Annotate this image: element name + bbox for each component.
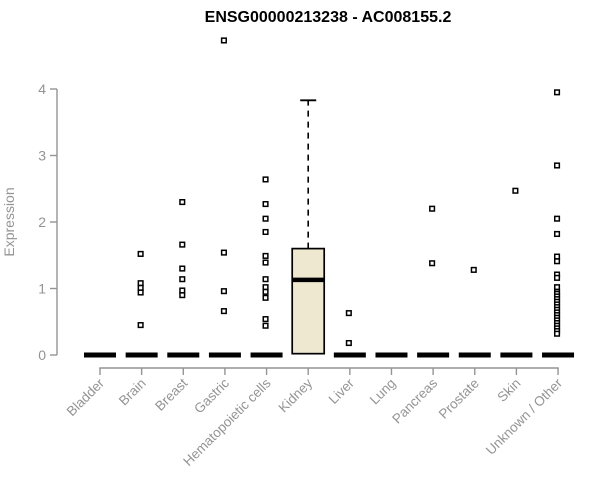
outlier-point (262, 322, 269, 329)
outlier-point (179, 292, 186, 299)
outlier-point (220, 37, 227, 44)
outlier-point (262, 259, 269, 266)
x-tick-label: Kidney (276, 375, 316, 415)
x-tick-label: Pancreas (389, 375, 440, 426)
outlier-point (470, 266, 477, 273)
outlier-point (179, 276, 186, 283)
outlier-point (512, 187, 519, 194)
outlier-point (262, 316, 269, 323)
outlier-point (553, 274, 561, 281)
outlier-point (179, 265, 186, 272)
x-tick-label: Skin (494, 376, 523, 405)
box (291, 247, 326, 355)
outlier-point (262, 176, 269, 183)
x-tick-label: Breast (152, 375, 190, 413)
outlier-point (345, 310, 352, 317)
y-tick-label: 0 (38, 347, 46, 363)
outlier-point (553, 258, 561, 265)
outlier-point (553, 215, 561, 222)
y-tick-label: 3 (38, 147, 46, 163)
outlier-point (262, 288, 269, 295)
median-bar (458, 352, 491, 358)
outlier-point (220, 249, 227, 256)
outlier-point (179, 199, 186, 206)
y-tick-label: 2 (38, 214, 46, 230)
x-tick-label: Lung (367, 376, 399, 408)
y-tick-label: 1 (38, 280, 46, 296)
y-axis-title: Expression (1, 187, 17, 256)
outlier-point (345, 339, 352, 347)
x-tick-label: Brain (116, 376, 149, 409)
median-bar (167, 352, 200, 358)
outlier-point (262, 294, 269, 301)
outlier-point (220, 308, 227, 315)
outlier-point (553, 330, 561, 337)
box-marks (84, 37, 575, 358)
x-tick-label: Unknown / Other (483, 375, 566, 458)
outlier-point (137, 322, 144, 329)
outlier-point (137, 289, 144, 296)
median-bar (375, 352, 408, 358)
median-bar (542, 352, 575, 358)
outlier-point (429, 260, 436, 267)
median-bar (125, 352, 158, 358)
median-bar (500, 352, 533, 358)
x-tick-label: Prostate (436, 376, 482, 422)
outlier-point (553, 89, 561, 96)
median-bar (208, 352, 241, 358)
outlier-point (220, 288, 227, 295)
median-bar (333, 352, 366, 358)
outlier-point (553, 162, 561, 169)
chart-title: ENSG00000213238 - AC008155.2 (205, 9, 452, 26)
outlier-point (262, 276, 269, 283)
outlier-point (262, 215, 269, 222)
outlier-point (262, 228, 269, 236)
x-tick-label: Bladder (64, 375, 108, 419)
y-tick-label: 4 (38, 81, 46, 97)
outlier-point (137, 250, 144, 257)
median-bar (250, 352, 283, 358)
outlier-point (429, 205, 436, 212)
median-bar (84, 352, 116, 358)
median-bar (417, 352, 450, 358)
x-tick-label: Gastric (191, 375, 232, 416)
outlier-point (179, 241, 186, 248)
outlier-point (262, 200, 269, 208)
outlier-point (553, 230, 561, 238)
outlier-point (262, 252, 269, 259)
x-tick-label: Liver (326, 375, 358, 407)
